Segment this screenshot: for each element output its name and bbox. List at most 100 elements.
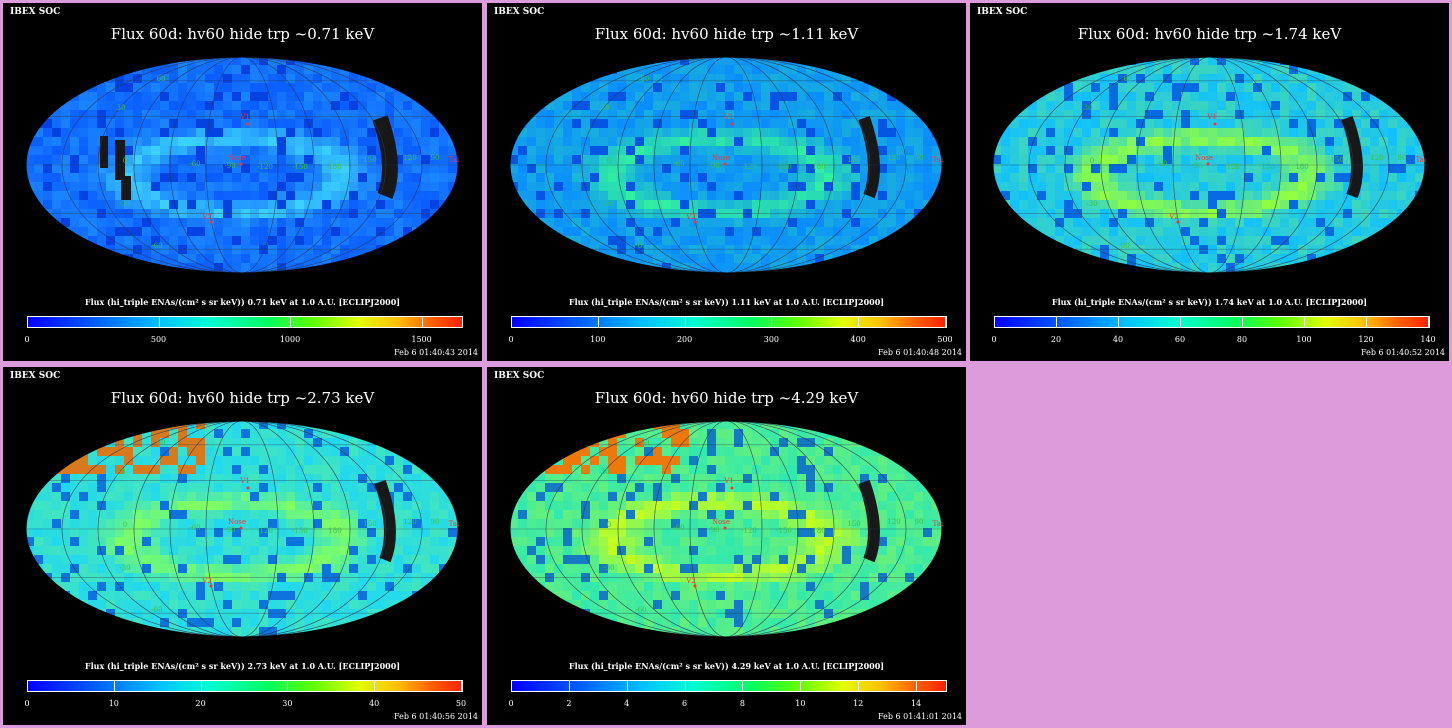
flux-pixel <box>1028 83 1038 93</box>
flux-pixel <box>52 492 62 502</box>
flux-pixel <box>1388 74 1398 84</box>
flux-pixel <box>608 83 618 93</box>
flux-pixel <box>527 263 537 273</box>
flux-pixel <box>124 627 134 637</box>
flux-pixel <box>448 218 458 228</box>
flux-pixel <box>590 272 600 273</box>
flux-pixel <box>689 254 699 264</box>
flux-pixel <box>160 101 170 111</box>
flux-pixel <box>250 119 260 129</box>
flux-pixel <box>142 74 152 84</box>
flux-pixel <box>617 110 627 120</box>
flux-pixel <box>1001 65 1011 75</box>
flux-pixel <box>993 92 1002 102</box>
flux-pixel <box>797 236 807 246</box>
flux-pixel <box>1244 146 1254 156</box>
flux-pixel <box>743 182 753 192</box>
flux-pixel <box>241 555 251 565</box>
flux-pixel <box>430 227 440 237</box>
flux-pixel <box>430 609 440 619</box>
flux-pixel <box>241 510 251 520</box>
flux-pixel <box>26 447 35 457</box>
flux-pixel <box>61 447 71 457</box>
flux-pixel <box>196 254 206 264</box>
flux-pixel <box>412 128 422 138</box>
flux-pixel <box>457 101 458 111</box>
flux-pixel <box>214 146 224 156</box>
flux-pixel <box>52 429 62 439</box>
flux-pixel <box>1028 57 1038 66</box>
flux-pixel <box>770 110 780 120</box>
flux-pixel <box>797 128 807 138</box>
flux-pixel <box>313 110 323 120</box>
flux-pixel <box>394 200 404 210</box>
flux-pixel <box>349 146 359 156</box>
flux-pixel <box>581 236 591 246</box>
flux-pixel <box>250 128 260 138</box>
flux-pixel <box>457 618 458 628</box>
flux-pixel <box>412 92 422 102</box>
flux-pixel <box>797 110 807 120</box>
flux-pixel <box>151 191 161 201</box>
flux-pixel <box>412 74 422 84</box>
lon-label-minus150: -150 <box>776 163 792 171</box>
flux-pixel <box>439 591 449 601</box>
flux-pixel <box>259 191 269 201</box>
flux-pixel <box>106 173 116 183</box>
flux-pixel <box>151 429 161 439</box>
flux-pixel <box>1055 236 1065 246</box>
flux-pixel <box>527 173 537 183</box>
flux-pixel <box>412 429 422 439</box>
flux-pixel <box>1064 191 1074 201</box>
flux-pixel <box>510 128 519 138</box>
flux-pixel <box>707 155 717 165</box>
flux-pixel <box>367 519 377 529</box>
flux-pixel <box>1289 164 1299 174</box>
flux-pixel <box>205 137 215 147</box>
flux-pixel <box>779 146 789 156</box>
flux-pixel <box>160 272 170 273</box>
flux-pixel <box>385 263 395 273</box>
flux-pixel <box>510 92 519 102</box>
flux-pixel <box>52 528 62 538</box>
flux-pixel <box>1181 155 1191 165</box>
flux-pixel <box>88 501 98 511</box>
flux-pixel <box>1136 245 1146 255</box>
flux-pixel <box>527 83 537 93</box>
flux-pixel <box>1190 74 1200 84</box>
flux-pixel <box>169 510 179 520</box>
flux-pixel <box>196 173 206 183</box>
flux-pixel <box>412 537 422 547</box>
flux-pixel <box>151 119 161 129</box>
flux-pixel <box>833 155 843 165</box>
flux-pixel <box>1370 92 1380 102</box>
flux-pixel <box>1091 164 1101 174</box>
flux-pixel <box>1298 128 1308 138</box>
flux-pixel <box>1415 272 1425 273</box>
flux-pixel <box>376 83 386 93</box>
flux-pixel <box>932 128 942 138</box>
flux-pixel <box>403 119 413 129</box>
flux-pixel <box>169 591 179 601</box>
flux-pixel <box>993 254 1002 264</box>
flux-pixel <box>277 447 287 457</box>
flux-pixel <box>1118 245 1128 255</box>
flux-pixel <box>1235 236 1245 246</box>
flux-pixel <box>106 421 116 430</box>
flux-pixel <box>563 254 573 264</box>
flux-pixel <box>536 92 546 102</box>
flux-pixel <box>797 65 807 75</box>
flux-pixel <box>232 501 242 511</box>
flux-pixel <box>1019 263 1029 273</box>
flux-pixel <box>806 155 816 165</box>
flux-pixel <box>797 74 807 84</box>
flux-pixel <box>286 191 296 201</box>
flux-pixel <box>79 137 89 147</box>
flux-pixel <box>232 101 242 111</box>
flux-pixel <box>1280 254 1290 264</box>
flux-pixel <box>232 609 242 619</box>
flux-pixel <box>1118 137 1128 147</box>
flux-pixel <box>716 83 726 93</box>
flux-pixel <box>205 555 215 565</box>
flux-pixel <box>34 609 44 619</box>
